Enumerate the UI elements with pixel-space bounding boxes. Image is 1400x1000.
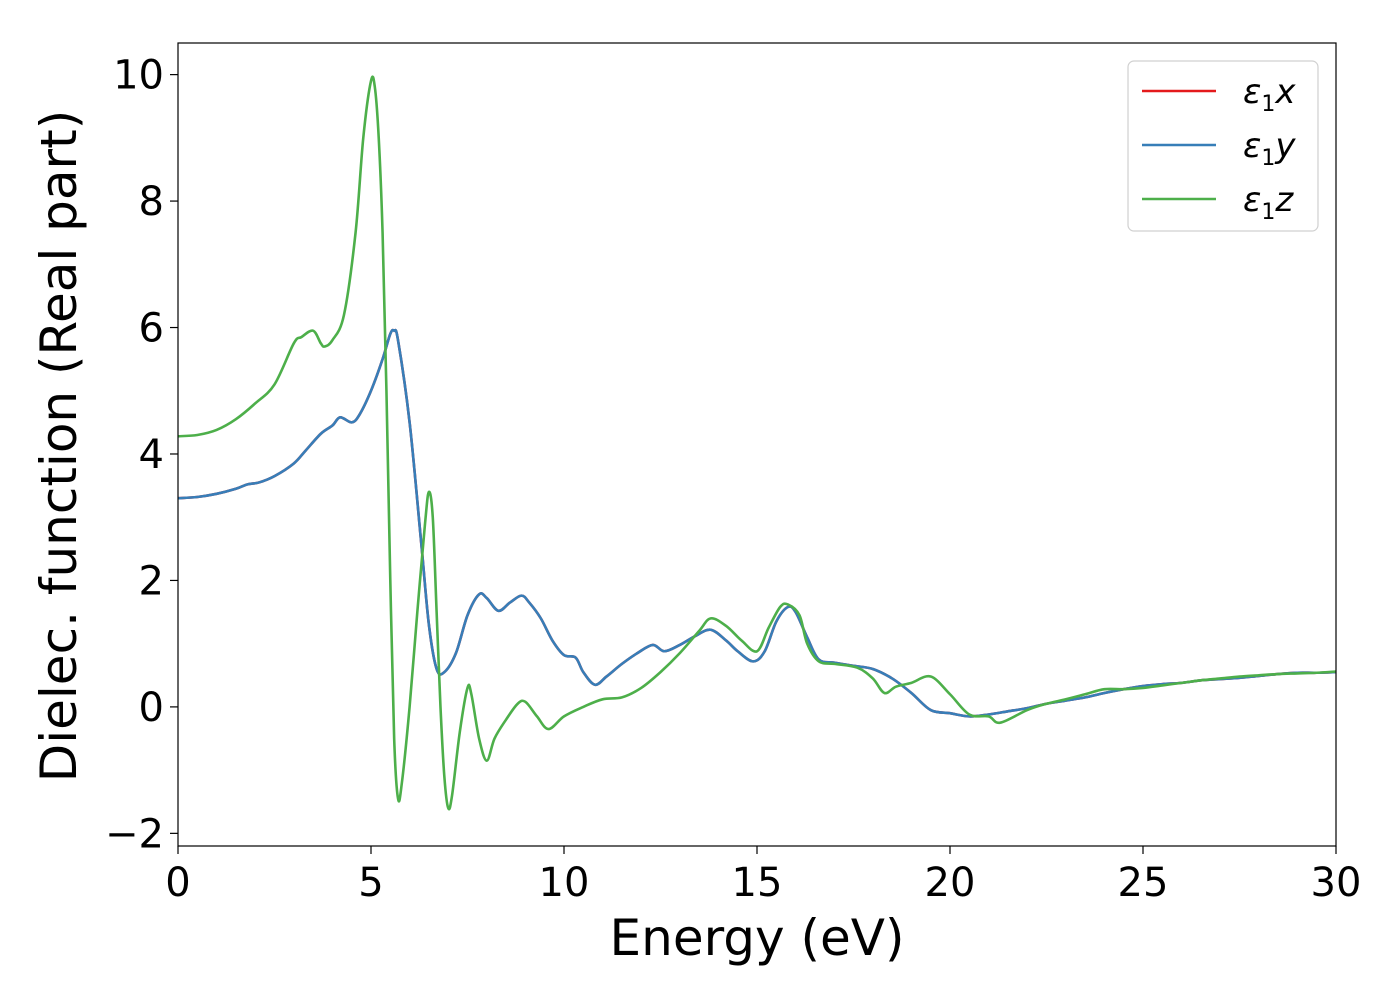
series-line-y <box>178 328 1336 718</box>
y-tick-label: 4 <box>139 432 164 478</box>
x-tick-label: 20 <box>925 860 976 906</box>
legend-label-x: ε1x <box>1243 72 1296 117</box>
y-tick-label: 10 <box>113 53 164 99</box>
x-tick-label: 25 <box>1118 860 1169 906</box>
legend: ε1x ε1y ε1z <box>1127 60 1319 232</box>
x-axis-label: Energy (eV) <box>610 909 905 967</box>
series-line-z <box>178 75 1336 811</box>
x-tick-label: 0 <box>165 860 190 906</box>
y-tick-label: 6 <box>139 306 164 352</box>
x-axis-ticks: 0 5 10 15 20 25 30 <box>165 846 1361 906</box>
y-axis-label: Dielec. function (Real part) <box>30 110 88 782</box>
y-axis-ticks: −2 0 2 4 6 8 10 <box>105 53 178 857</box>
series-curves <box>178 75 1336 811</box>
x-tick-label: 5 <box>358 860 383 906</box>
y-tick-label: 2 <box>139 558 164 604</box>
legend-box <box>1127 60 1319 232</box>
y-tick-label: −2 <box>105 811 164 857</box>
x-tick-label: 15 <box>732 860 783 906</box>
y-tick-label: 8 <box>139 179 164 225</box>
legend-label-z: ε1z <box>1243 180 1294 225</box>
y-tick-label: 0 <box>139 685 164 731</box>
legend-label-y: ε1y <box>1243 126 1296 171</box>
x-tick-label: 30 <box>1311 860 1362 906</box>
x-tick-label: 10 <box>539 860 590 906</box>
